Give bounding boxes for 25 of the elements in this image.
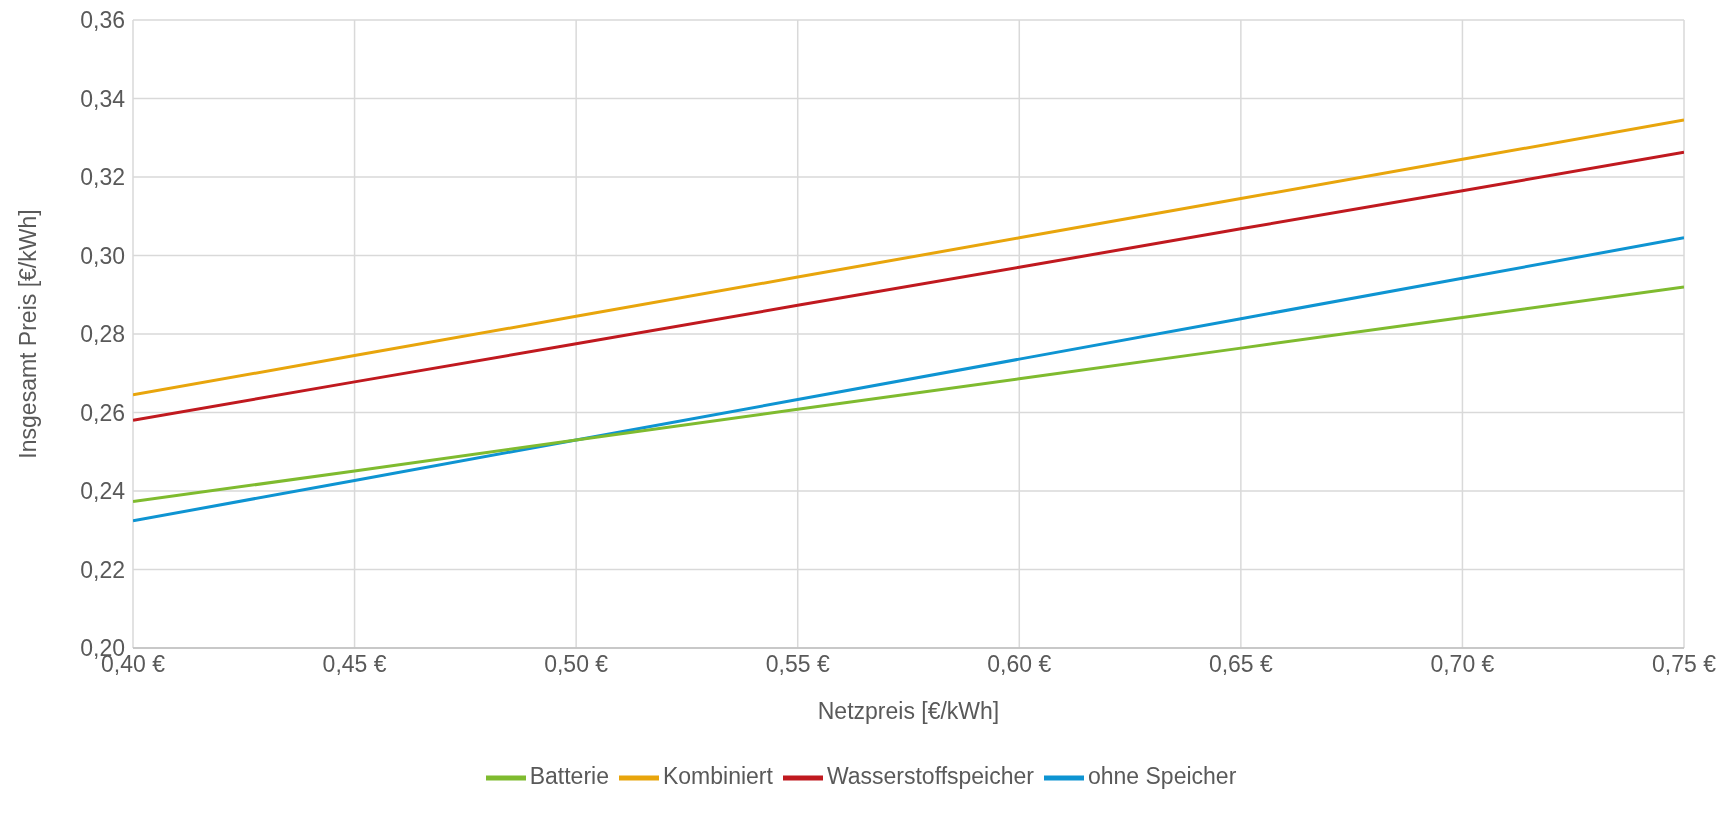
- line-series: [133, 118, 1684, 397]
- line-series: [133, 236, 1684, 523]
- x-tick-label: 0,60 €: [987, 651, 1052, 678]
- legend-label: Kombiniert: [662, 763, 773, 790]
- x-tick-label: 0,45 €: [322, 651, 387, 678]
- legend-label: Batterie: [529, 763, 609, 790]
- line-series: [133, 285, 1684, 504]
- y-axis-title: Insgesamt Preis [€/kWh]: [15, 209, 42, 459]
- y-tick-label: 0,28: [80, 321, 125, 348]
- y-tick-label: 0,36: [80, 7, 125, 34]
- legend-label: ohne Speicher: [1087, 763, 1237, 790]
- y-tick-label: 0,26: [80, 399, 125, 426]
- y-tick-label: 0,24: [80, 478, 126, 505]
- x-tick-label: 0,75 €: [1652, 651, 1717, 678]
- x-axis-title: Netzpreis [€/kWh]: [817, 698, 1000, 725]
- x-tick-label: 0,65 €: [1208, 651, 1274, 678]
- y-tick-label: 0,32: [80, 164, 125, 191]
- x-tick-label: 0,50 €: [544, 651, 609, 678]
- y-tick-label: 0,34: [80, 85, 126, 112]
- line-series: [133, 150, 1684, 422]
- y-tick-label: 0,30: [80, 242, 125, 269]
- legend-label: Wasserstoffspeicher: [826, 763, 1034, 790]
- x-tick-label: 0,70 €: [1430, 651, 1495, 678]
- x-tick-label: 0,55 €: [765, 651, 830, 678]
- y-tick-label: 0,22: [80, 556, 125, 583]
